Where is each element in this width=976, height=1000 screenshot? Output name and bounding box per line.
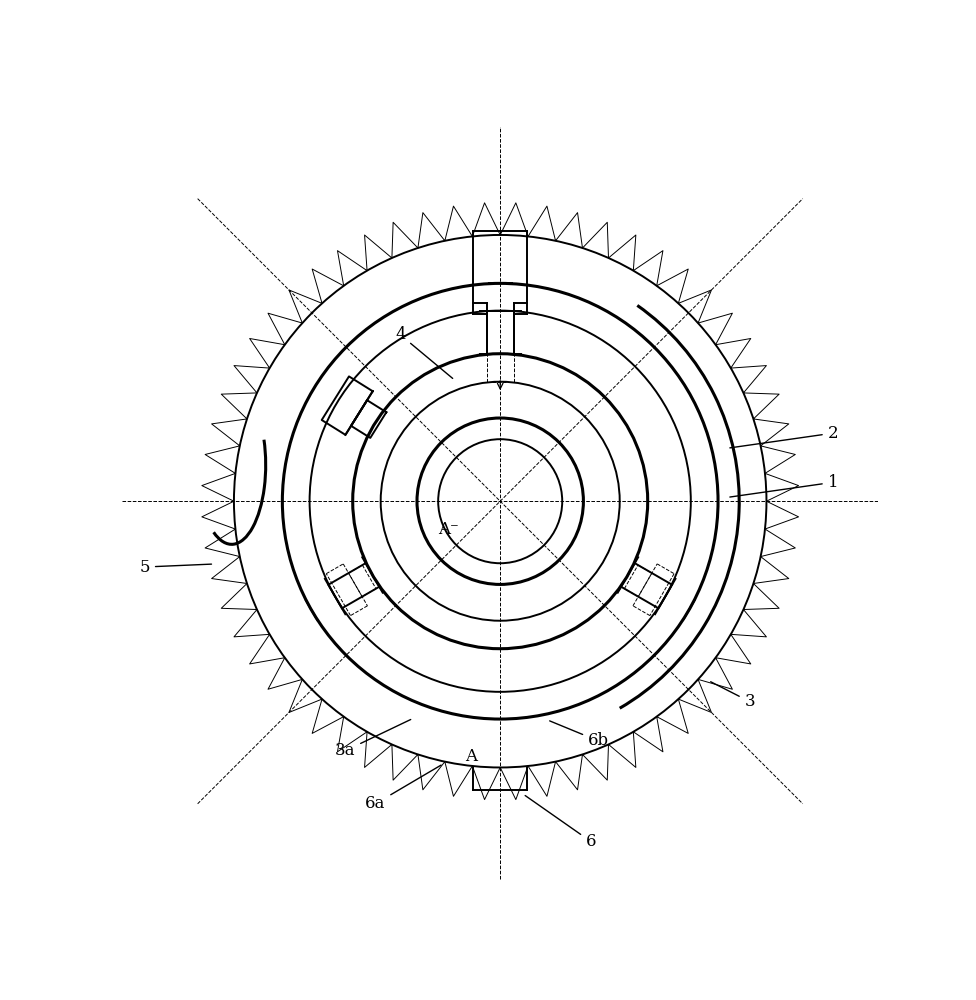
Text: A⁻: A⁻ (438, 521, 459, 538)
Text: 5: 5 (140, 559, 212, 576)
Text: 6b: 6b (549, 721, 609, 749)
Text: 2: 2 (730, 425, 838, 448)
Text: A: A (466, 748, 477, 765)
Text: 6a: 6a (365, 765, 441, 812)
Text: 6: 6 (525, 796, 596, 850)
Text: 3a: 3a (335, 720, 411, 759)
Text: 4: 4 (395, 326, 453, 378)
Text: 1: 1 (730, 474, 838, 497)
Text: 3: 3 (711, 682, 755, 710)
